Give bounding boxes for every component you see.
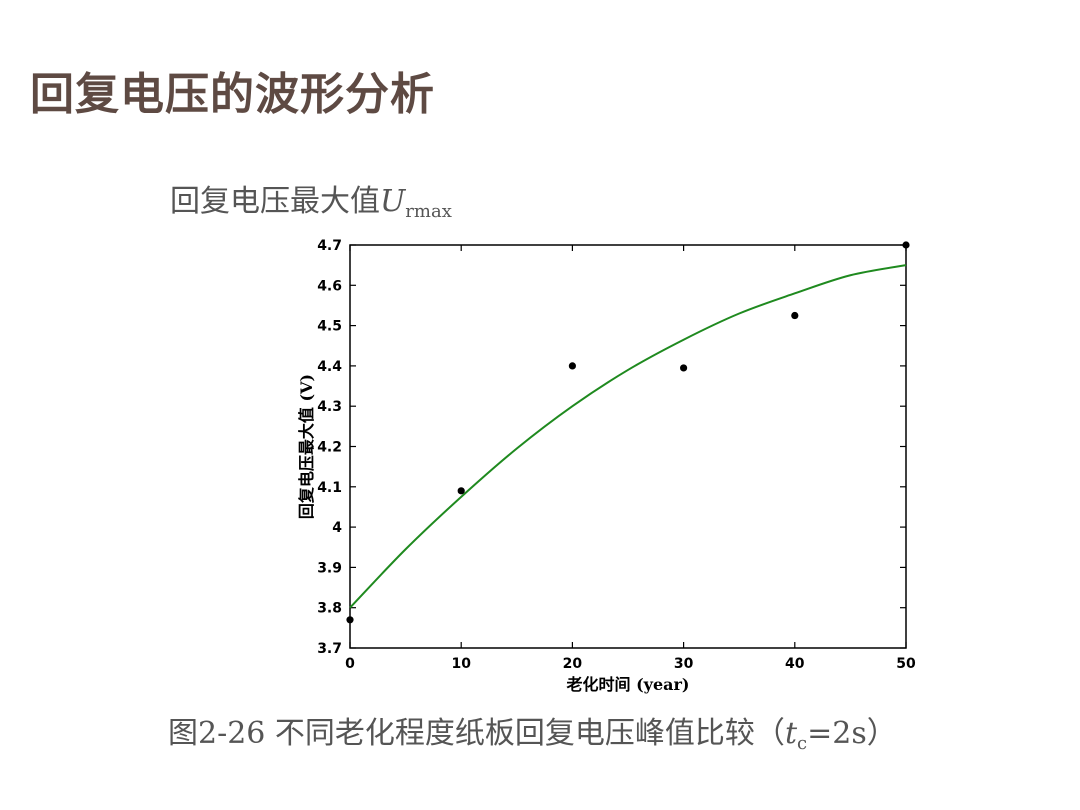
- chart-heading-subscript: rmax: [405, 201, 452, 222]
- y-tick-label: 4.1: [317, 480, 342, 496]
- y-tick-label: 4.4: [317, 359, 342, 375]
- y-tick-label: 4.5: [317, 319, 342, 335]
- chart-heading-text: 回复电压最大值: [170, 184, 380, 219]
- x-tick-label: 50: [896, 656, 916, 672]
- y-tick-label: 4.7: [317, 238, 342, 254]
- y-tick-label: 3.9: [317, 560, 342, 576]
- caption-symbol: t: [784, 716, 797, 751]
- x-tick-label: 10: [451, 656, 471, 672]
- x-tick-label: 0: [345, 656, 355, 672]
- data-point: [457, 487, 465, 495]
- y-tick-label: 4.6: [317, 278, 342, 294]
- slide-title: 回复电压的波形分析: [30, 69, 435, 120]
- fit-curve: [349, 264, 907, 609]
- caption-subscript: c: [797, 733, 808, 754]
- data-point: [568, 362, 577, 370]
- y-tick-label: 3.8: [317, 601, 342, 617]
- data-point: [902, 241, 910, 249]
- data-point: [791, 311, 799, 320]
- x-tick-label: 40: [785, 656, 805, 672]
- caption-suffix: =2s）: [807, 716, 897, 751]
- x-axis-title: 老化时间 (year): [566, 675, 690, 694]
- data-point: [346, 616, 354, 624]
- x-tick-label: 30: [674, 656, 694, 672]
- chart-heading-symbol: U: [380, 184, 406, 219]
- plot-frame: [349, 244, 907, 649]
- caption-prefix: 图2-26 不同老化程度纸板回复电压峰值比较（: [168, 716, 785, 751]
- figure-caption: 图2-26 不同老化程度纸板回复电压峰值比较（tc=2s）: [168, 708, 897, 754]
- x-tick-label: 20: [563, 656, 583, 672]
- data-point: [680, 364, 688, 372]
- y-tick-label: 3.7: [317, 641, 342, 657]
- y-axis-title: 回复电压最大值 (V): [297, 374, 316, 519]
- y-tick-label: 4.2: [317, 440, 342, 456]
- chart-heading: 回复电压最大值Urmax: [170, 176, 452, 222]
- y-tick-label: 4: [332, 520, 342, 536]
- y-tick-label: 4.3: [317, 399, 342, 415]
